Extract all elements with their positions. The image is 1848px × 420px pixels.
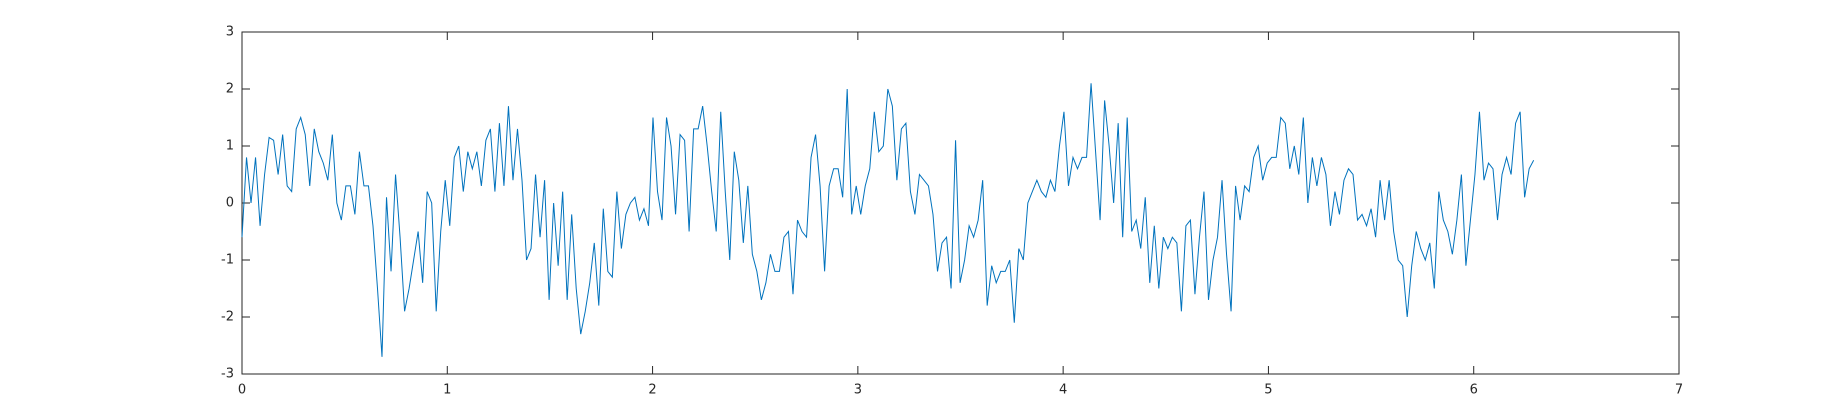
y-tick-label: -2 [221,310,234,325]
data-line [241,83,1535,357]
x-tick-label: 1 [443,383,451,398]
x-tick-label: 7 [1675,383,1683,398]
x-tick-label: 6 [1470,383,1478,398]
x-tick-label: 0 [238,383,246,398]
y-tick-label: 2 [226,82,234,97]
x-tick-label: 5 [1264,383,1272,398]
x-tick-label: 3 [854,383,862,398]
y-tick-label: -3 [221,367,234,382]
x-tick-label: 4 [1059,383,1067,398]
y-tick-label: 0 [226,196,234,211]
axes-box [241,31,1680,375]
x-tick-label: 2 [648,383,656,398]
y-tick-label: 1 [226,139,234,154]
y-tick-label: -1 [221,253,234,268]
y-tick-label: 3 [226,25,234,40]
